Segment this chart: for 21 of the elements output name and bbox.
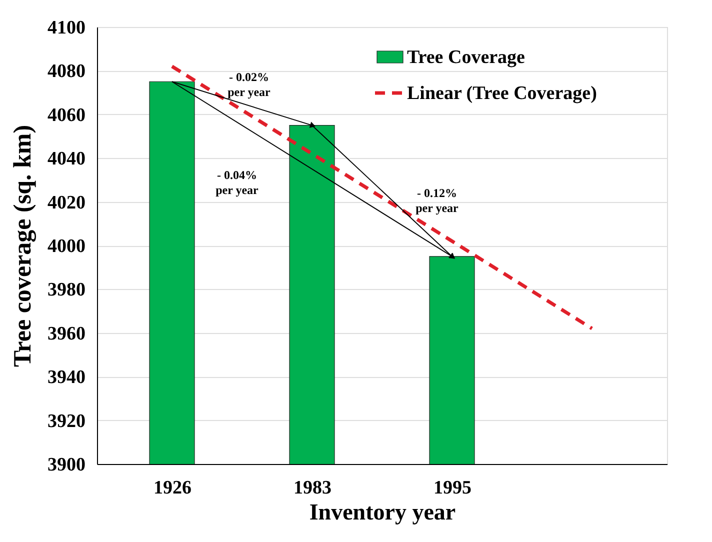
annotation: - 0.04% per year: [216, 168, 260, 197]
annotation: - 0.12% per year: [416, 186, 460, 215]
y-axis-title: Tree coverage (sq. km): [10, 124, 36, 368]
x-axis-title: Inventory year: [309, 500, 456, 524]
y-tick-label: 3940: [48, 367, 86, 388]
y-tick-label: 4040: [48, 148, 86, 170]
x-tick-label: 1926: [154, 478, 192, 498]
y-tick-label: 4080: [48, 61, 86, 82]
y-tick-label: 4020: [48, 192, 86, 214]
y-tick-label: 3980: [48, 280, 86, 301]
y-tick-label: 3960: [48, 323, 86, 344]
annotation: - 0.02% per year: [228, 70, 272, 99]
y-tick-label: 4000: [48, 236, 86, 257]
y-tick-label: 4100: [48, 18, 86, 38]
legend-label: Linear (Tree Coverage): [407, 83, 597, 104]
x-tick-label: 1983: [294, 478, 332, 498]
y-tick-label: 3900: [48, 454, 86, 476]
y-tick-label: 3920: [48, 410, 86, 432]
legend-label: Tree Coverage: [407, 47, 525, 68]
y-tick-label: 4060: [48, 104, 86, 126]
x-tick-label: 1995: [434, 478, 472, 498]
